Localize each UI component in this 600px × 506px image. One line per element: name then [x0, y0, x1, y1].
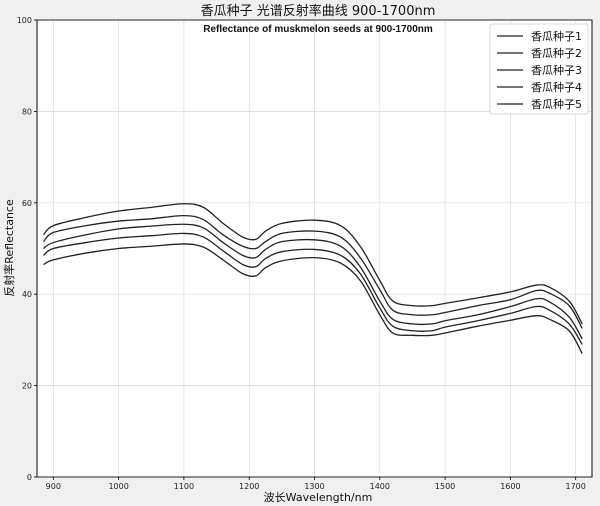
series-line-1 — [43, 203, 583, 325]
x-tick-label: 900 — [46, 482, 61, 491]
chart-title: 香瓜种子 光谱反射率曲线 900-1700nm — [201, 3, 436, 19]
y-tick-label: 80 — [22, 107, 32, 116]
legend-entry: 香瓜种子1 — [531, 29, 582, 43]
y-tick-label: 40 — [22, 290, 32, 299]
x-tick-label: 1300 — [304, 482, 324, 491]
y-tick-label: 0 — [27, 473, 32, 482]
legend-box — [489, 23, 589, 115]
legend-entry: 香瓜种子4 — [531, 80, 582, 94]
y-tick-label: 100 — [17, 16, 32, 25]
y-tick-label: 60 — [22, 199, 32, 208]
x-tick-label: 1500 — [435, 482, 455, 491]
series-lines — [43, 203, 583, 354]
series-line-3 — [43, 223, 583, 340]
legend-entry: 香瓜种子2 — [531, 46, 582, 60]
legend-entry: 香瓜种子5 — [531, 97, 582, 111]
legend: 香瓜种子1 香瓜种子2 香瓜种子3 香瓜种子4 香瓜种子5 — [489, 23, 589, 115]
y-axis-ticks: 0 20 40 60 80 100 — [17, 16, 37, 482]
x-tick-label: 1100 — [174, 482, 194, 491]
x-tick-label: 1400 — [370, 482, 390, 491]
series-line-4 — [43, 232, 583, 345]
plot-border — [36, 19, 593, 478]
x-tick-label: 1600 — [500, 482, 520, 491]
chart-subtitle: Reflectance of muskmelon seeds at 900-17… — [203, 24, 433, 35]
series-line-5 — [43, 243, 583, 354]
x-axis-ticks: 900 1000 1100 1200 1300 1400 1500 1600 1700 — [46, 477, 586, 491]
x-tick-label: 1200 — [239, 482, 259, 491]
x-axis-label: 波长Wavelength/nm — [264, 491, 373, 504]
y-axis-label: 反射率Reflectance — [2, 199, 16, 297]
x-tick-label: 1000 — [108, 482, 128, 491]
series-line-2 — [43, 214, 583, 329]
legend-entry: 香瓜种子3 — [531, 63, 582, 77]
x-tick-label: 1700 — [565, 482, 585, 491]
y-tick-label: 20 — [22, 382, 32, 391]
